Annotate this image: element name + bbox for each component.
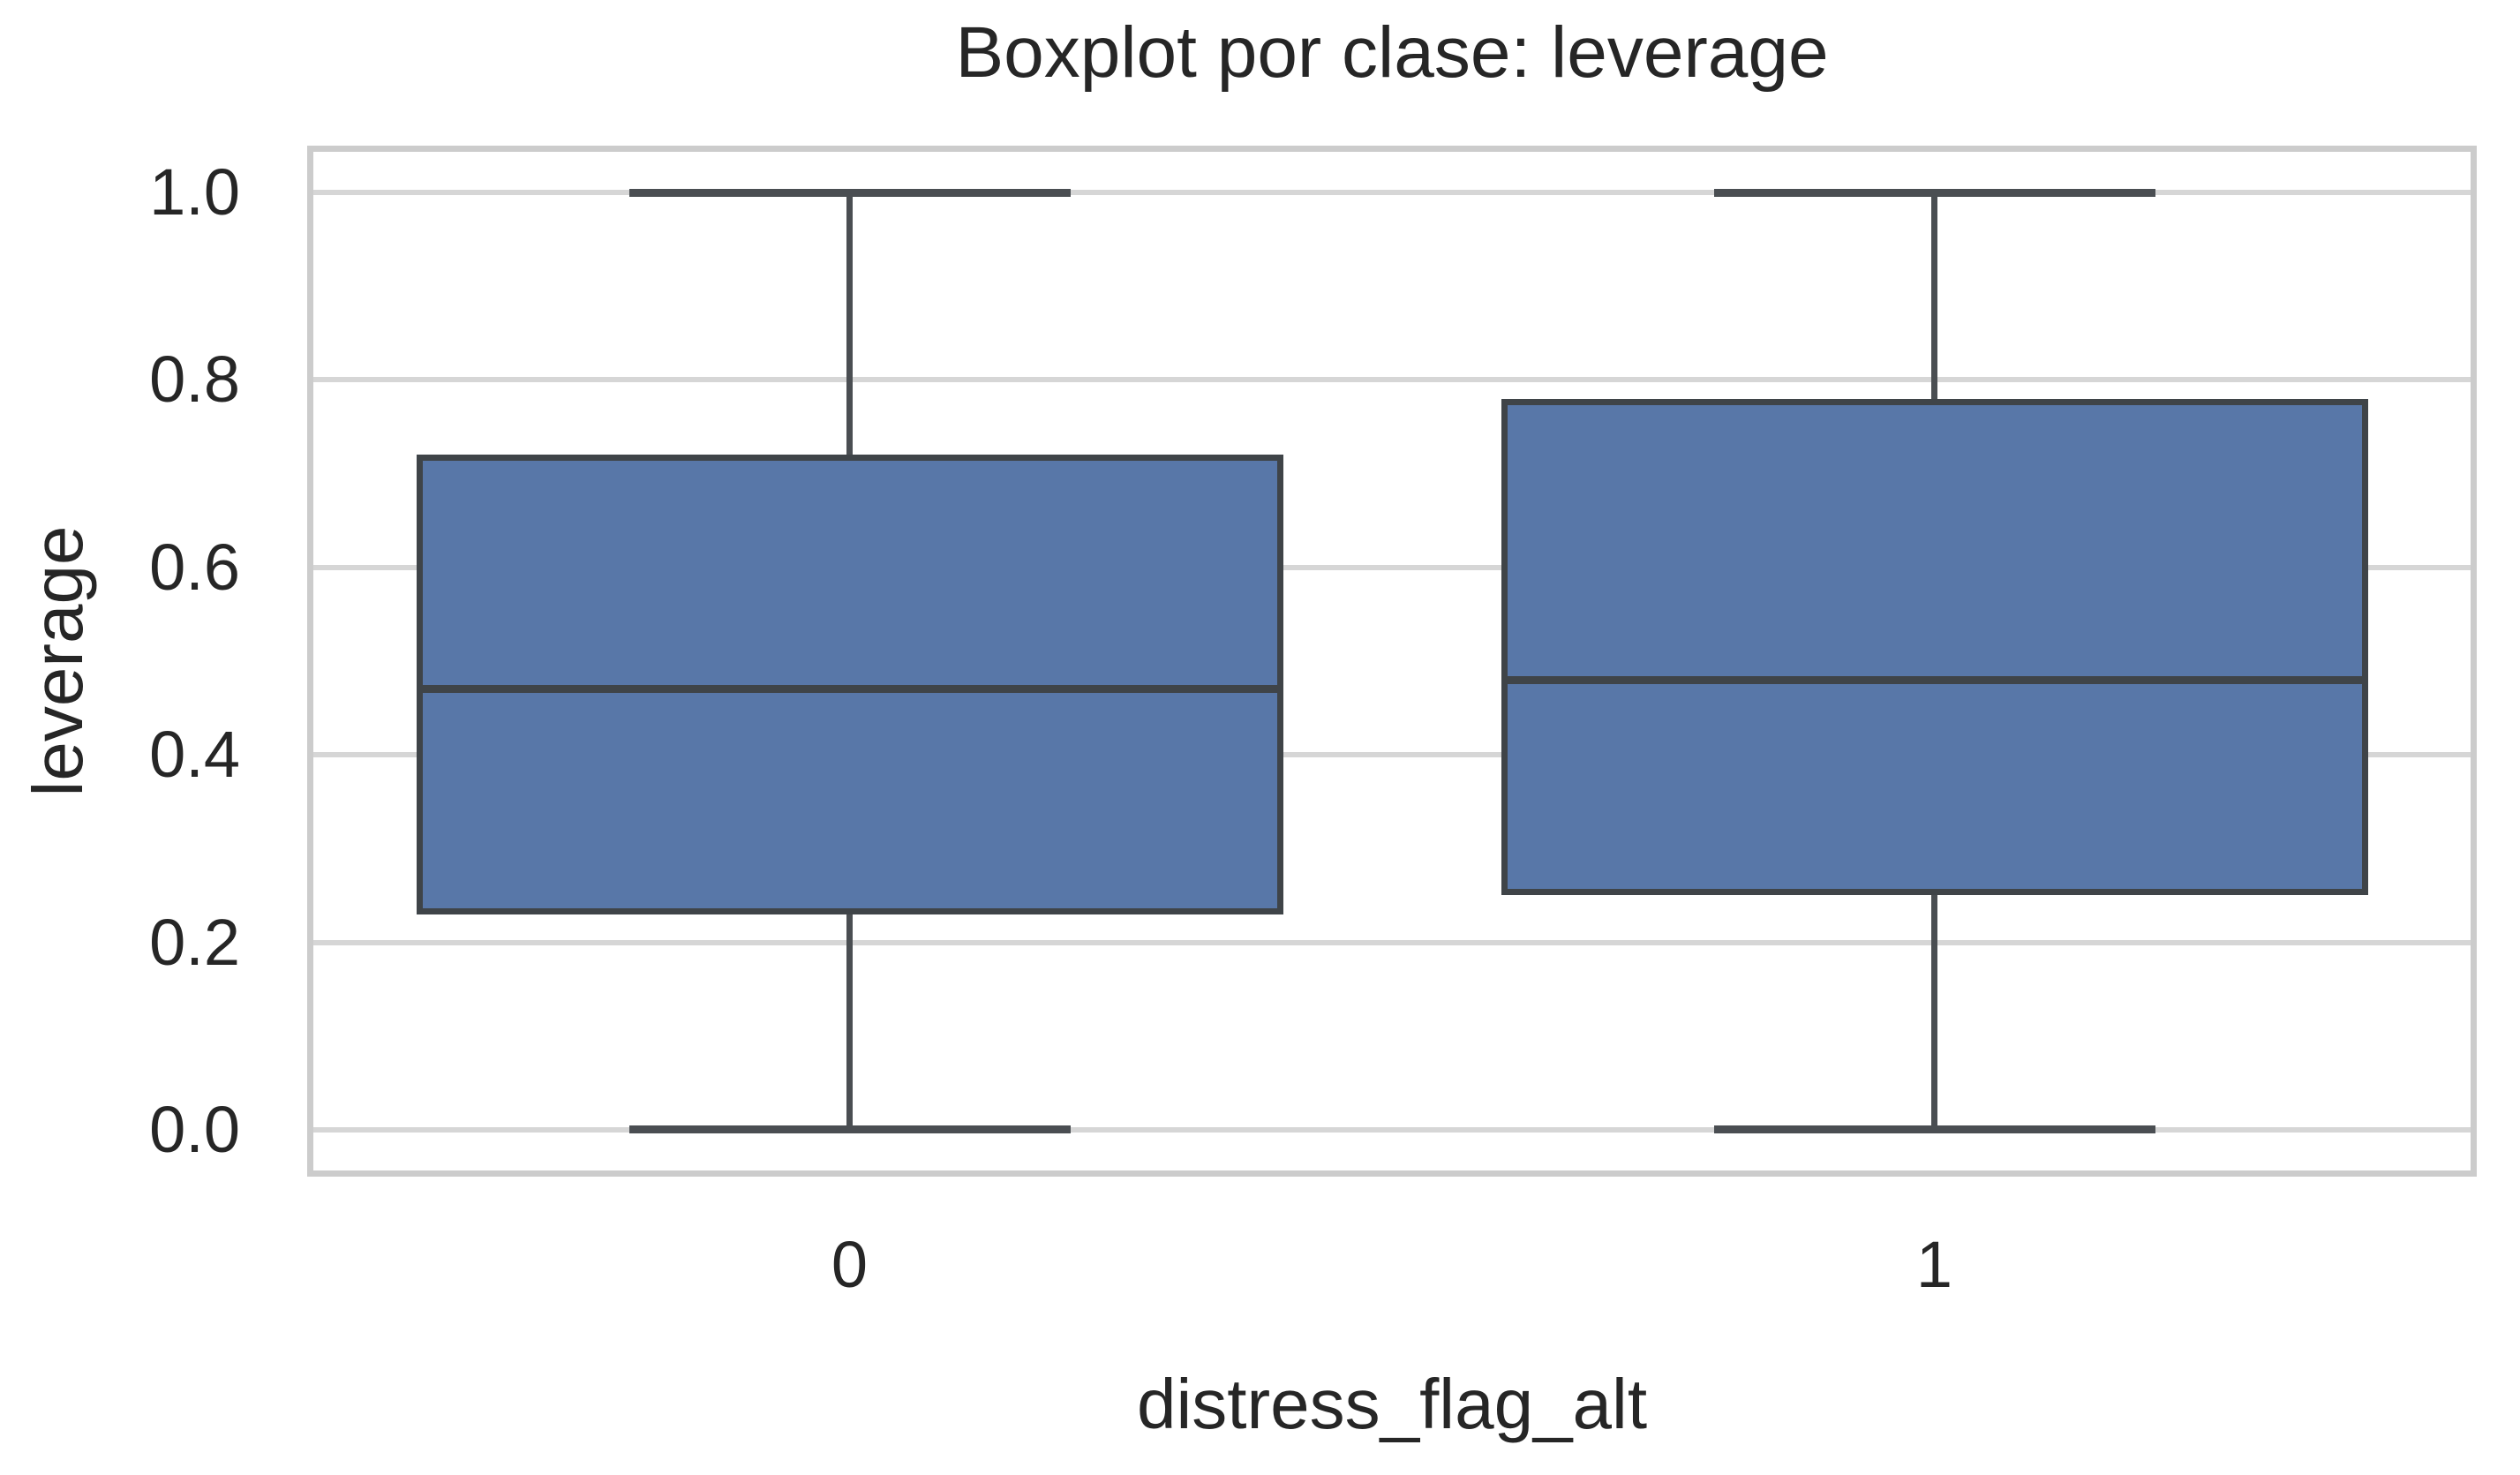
y-tick-label: 0.2	[149, 905, 240, 979]
chart-title: Boxplot por clase: leverage	[955, 12, 1829, 93]
y-gridline	[313, 752, 2471, 758]
y-gridline	[313, 190, 2471, 196]
y-tick-label: 0.0	[149, 1092, 240, 1166]
x-axis-label: distress_flag_alt	[1136, 1365, 1648, 1443]
y-gridline	[313, 939, 2471, 945]
y-tick-label: 0.6	[149, 530, 240, 604]
y-axis-label: leverage	[19, 525, 97, 797]
whisker-cap	[628, 188, 1071, 197]
left-spine	[307, 146, 313, 1177]
y-tick-label: 0.8	[149, 342, 240, 417]
box-0	[416, 455, 1283, 914]
y-tick-label: 0.4	[149, 718, 240, 792]
right-spine	[2471, 146, 2477, 1177]
y-gridline	[313, 377, 2471, 383]
whisker-cap	[1713, 188, 2155, 197]
whisker-cap	[1713, 1125, 2155, 1134]
median-line-0	[422, 685, 1277, 694]
bottom-spine	[307, 1170, 2477, 1177]
top-spine	[307, 146, 2477, 152]
x-tick-label: 1	[1915, 1228, 1953, 1301]
x-tick-label: 0	[831, 1228, 869, 1301]
whisker-cap	[628, 1125, 1071, 1134]
y-tick-label: 1.0	[149, 155, 240, 230]
box-1	[1501, 398, 2368, 896]
y-gridline	[313, 1126, 2471, 1133]
median-line-1	[1507, 675, 2362, 684]
y-gridline	[313, 564, 2471, 570]
